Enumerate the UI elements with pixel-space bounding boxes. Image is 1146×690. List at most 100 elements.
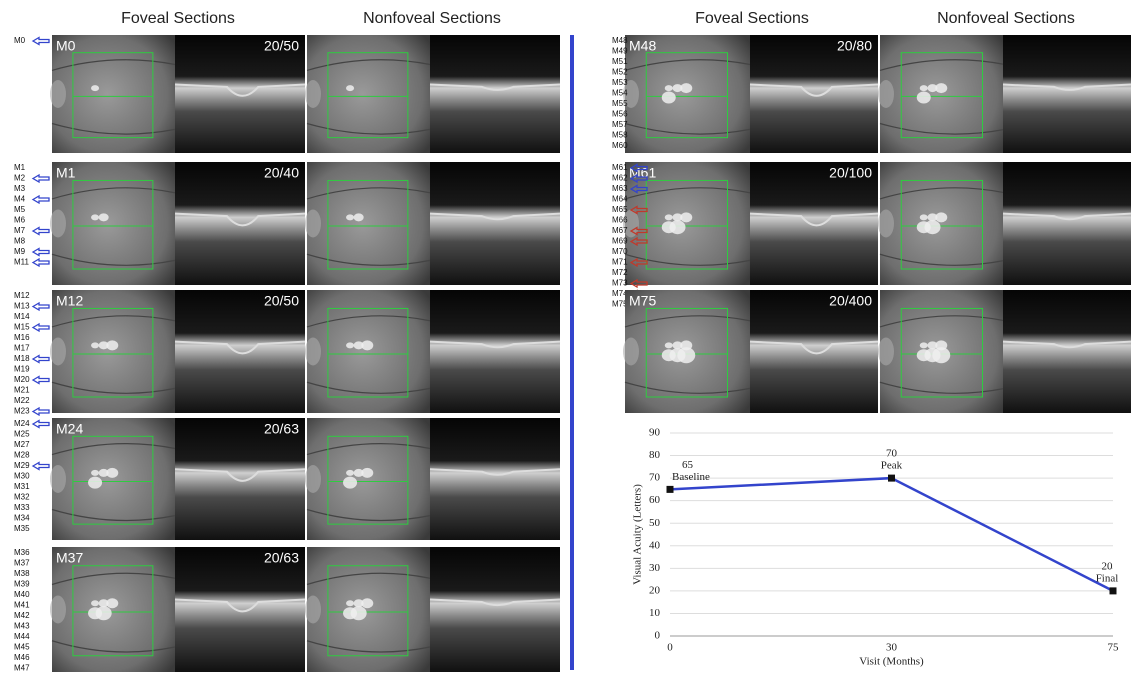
oct-image [1003,162,1131,285]
optic-disc [305,465,321,493]
month-arrow [31,36,50,46]
month-label: M44 [14,632,30,641]
month-label: M3 [14,184,26,193]
month-label: M15 [14,323,30,332]
y-tick-label: 0 [655,630,661,642]
scan-box [72,565,154,657]
lesion [106,340,119,351]
vessel [624,315,751,394]
month-label: M40 [14,590,30,599]
scan-box [900,52,983,139]
month-arrow [31,173,50,184]
vessel [879,187,1006,266]
optic-disc [50,80,66,108]
oct-image [175,547,305,672]
lesion [672,213,683,222]
oct-image [430,547,560,672]
vessel [51,59,176,135]
month-label: M17 [14,344,30,353]
lesion [346,214,355,221]
month-arrow [31,375,50,385]
lesion [346,85,355,92]
lesion [927,84,938,93]
month-arrow [31,301,50,312]
oct-image [750,35,878,153]
scan-box [645,179,728,270]
month-label: M72 [612,268,628,277]
month-label: M45 [14,643,30,652]
month-label: M58 [612,131,628,140]
panel-label: M61 [629,165,656,181]
month-arrow [629,205,648,215]
month-label: M11 [14,258,30,267]
acuity-label: 20/50 [264,38,299,54]
lesion [919,214,928,221]
y-tick-label: 20 [649,584,661,596]
lesion [672,84,683,93]
scan-box [327,307,409,398]
month-label: M69 [612,237,628,246]
month-label: M62 [612,174,628,183]
vessel [879,315,1006,394]
month-label: M21 [14,386,30,395]
oct-image [750,162,878,285]
lesion [669,220,686,235]
retina-layer [749,212,879,227]
lesion [919,342,928,349]
month-label: M8 [14,237,26,246]
lesion [672,341,683,350]
vessel [624,59,751,135]
lesion [353,599,364,608]
acuity-label: 20/400 [829,293,872,309]
optic-disc [623,80,639,108]
month-label: M51 [612,57,628,66]
optic-disc [50,337,66,366]
data-label: 20 [1102,560,1114,572]
annotation: Baseline [672,471,710,483]
optic-disc [50,209,66,238]
optic-disc [50,465,66,493]
month-label: M30 [14,472,30,481]
optic-disc [305,337,321,366]
oct-image [750,290,878,413]
month-label: M60 [612,141,628,150]
retina-layer [749,83,879,97]
month-arrow [629,163,648,173]
acuity-label: 20/100 [829,165,872,181]
oct-image [430,290,560,413]
month-label: M38 [14,569,30,578]
month-label: M29 [14,461,30,470]
lesion [353,213,364,222]
y-tick-label: 50 [649,517,661,529]
month-label: M12 [14,291,30,300]
scan-box [327,52,409,139]
month-label: M75 [612,300,628,309]
month-label: M14 [14,312,30,321]
lesion [927,341,938,350]
lesion [91,342,100,349]
month-label: M2 [14,174,26,183]
oct-image [175,35,305,153]
y-tick-label: 80 [649,449,661,461]
month-arrow [629,226,648,236]
scan-box [645,307,728,398]
vessel [306,443,431,522]
panel-label: M37 [56,550,83,566]
month-label: M4 [14,195,26,204]
oct-image [430,418,560,540]
vessel [624,187,751,266]
retina-layer [1002,212,1132,221]
month-arrow [31,354,50,364]
oct-image [175,162,305,285]
lesion [935,212,948,223]
x-tick-label: 0 [667,642,673,654]
month-arrow [629,184,648,194]
retina-layer [1002,340,1132,349]
month-label: M67 [612,226,628,235]
month-label: M43 [14,622,30,631]
month-label: M57 [612,120,628,129]
scan-box [327,435,409,525]
month-label: M27 [14,440,30,449]
lesion [353,341,364,350]
lesion [927,213,938,222]
